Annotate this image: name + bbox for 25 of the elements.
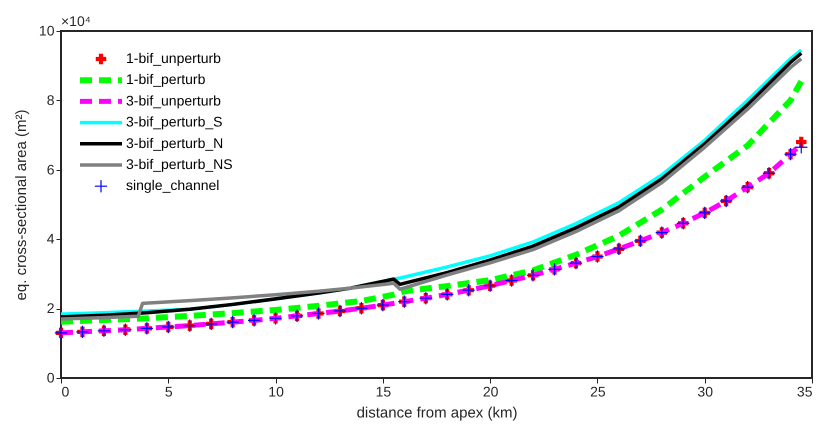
y-tick-label: 0 [46,370,55,386]
y-tick-label: 10 [38,22,55,38]
legend-label: 3-bif_perturb_N [126,134,224,151]
legend-label: single_channel [126,177,220,194]
y-tick-label: 8 [46,92,55,108]
text: ×10⁴ [61,13,91,29]
x-tick-label: 5 [164,384,173,400]
legend-label: 3-bif_perturb_S [126,114,223,130]
y-tick-label: 2 [46,300,55,316]
legend-label: 3-bif_unperturb [126,92,222,108]
x-tick-label: 20 [482,384,499,400]
x-tick-label: 0 [62,384,70,400]
x-tick-label: 30 [697,384,714,400]
y-axis-title: eq. cross-sectional area (m²) [12,110,30,300]
legend-label: 1-bif_perturb [126,71,206,88]
y-tick-label: 6 [46,161,55,178]
y-tick-label: 4 [46,230,55,247]
legend-label: 1-bif_unperturb [126,50,222,66]
x-axis-title: distance from apex (km) [356,404,518,422]
point [794,140,808,154]
x-tick-label: 10 [268,384,284,400]
x-tick-label: 25 [590,384,606,400]
legend-label: 3-bif_perturb_NS [126,156,233,172]
x-tick-label: 35 [796,384,813,400]
x-tick-label: 15 [376,384,392,400]
